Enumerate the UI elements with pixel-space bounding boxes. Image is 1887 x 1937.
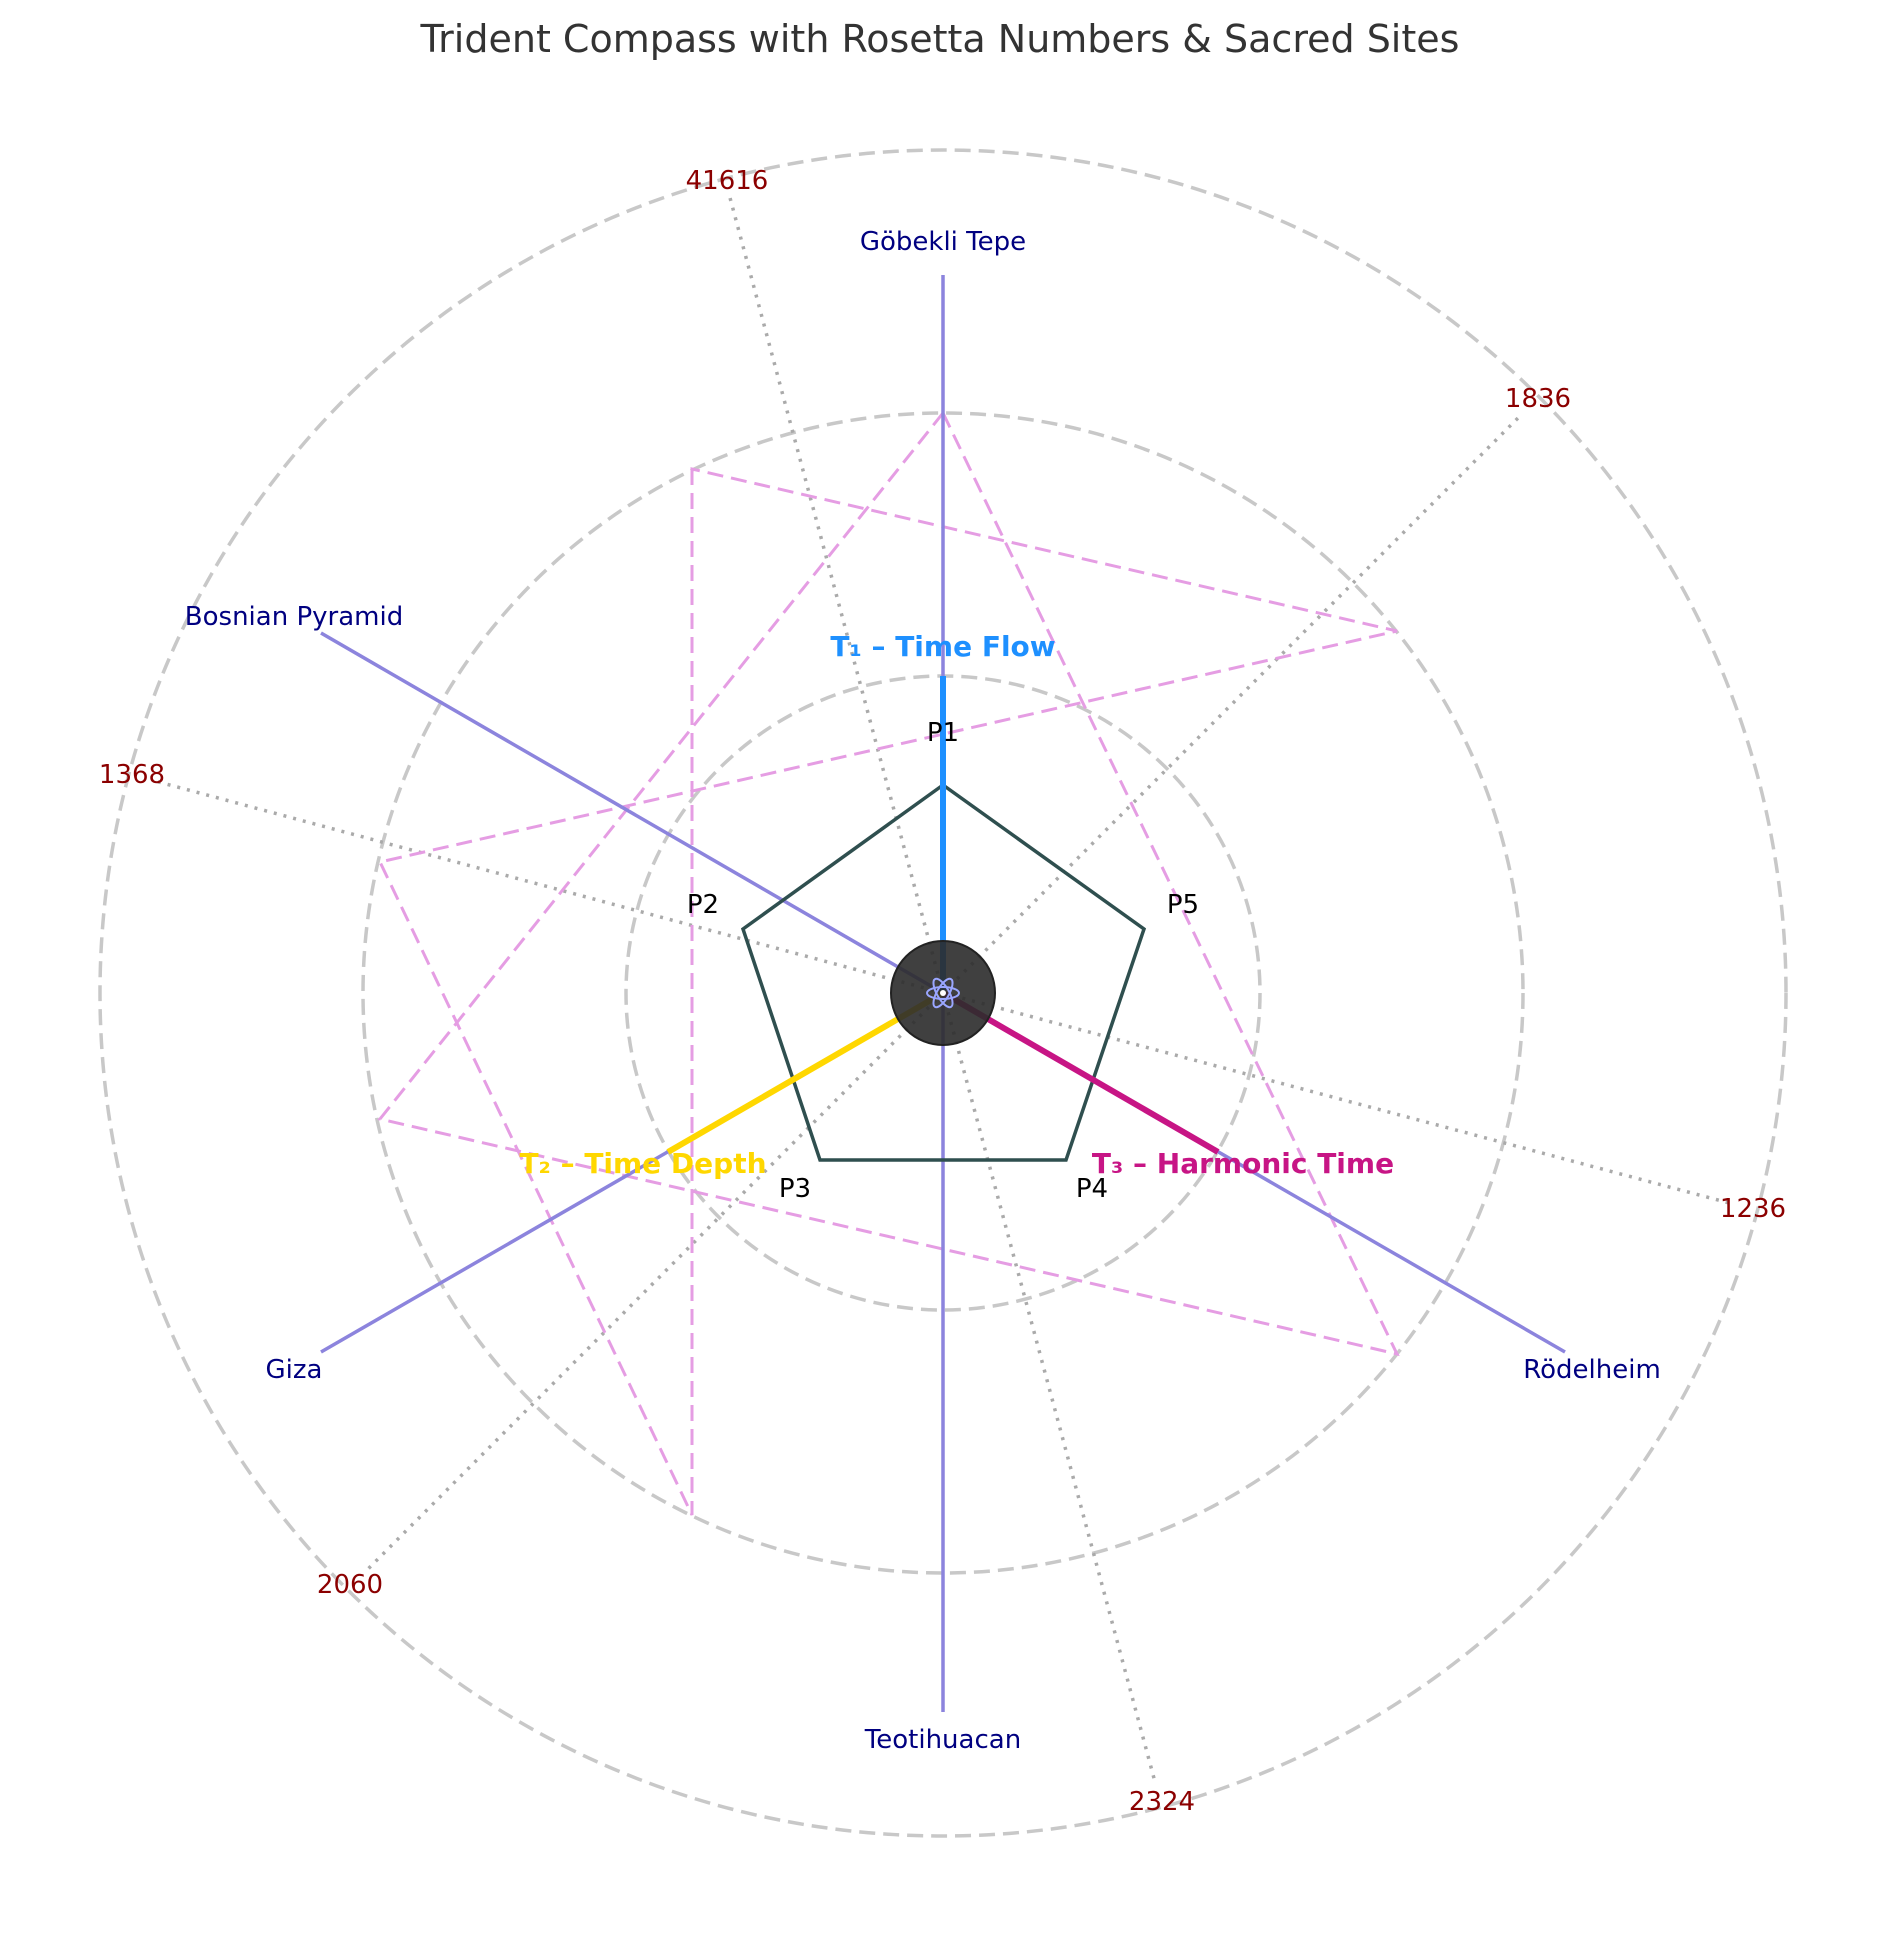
pentagon-label: P3 xyxy=(779,1174,811,1204)
ray-1236 xyxy=(942,991,1734,1206)
site-labels: Göbekli Tepe Bosnian Pyramid Giza Teotih… xyxy=(185,227,1661,1755)
site-label: Göbekli Tepe xyxy=(860,227,1026,257)
ray-41616 xyxy=(727,193,945,994)
site-label: Bosnian Pyramid xyxy=(185,602,403,632)
rosetta-number-labels: 41616 1368 2060 2324 1236 1836 xyxy=(99,166,1786,1817)
hexagram-triangle-up xyxy=(377,410,1400,1357)
trident-label-harmonic-time: T₃ – Harmonic Time xyxy=(1092,1147,1394,1180)
site-label: Giza xyxy=(266,1355,323,1385)
hexagram xyxy=(377,410,1400,1516)
rosetta-number-label: 41616 xyxy=(686,166,769,196)
atom-icon xyxy=(926,977,960,1009)
ray-2060 xyxy=(364,991,945,1573)
rosetta-number-label: 1836 xyxy=(1505,384,1571,414)
pentagon-label: P5 xyxy=(1167,890,1199,920)
rosetta-number-label: 1236 xyxy=(1720,1194,1786,1224)
rosetta-number-label: 1368 xyxy=(99,760,165,790)
hexagram-lines-left xyxy=(377,467,1398,1516)
rosetta-number-rays xyxy=(154,193,1734,1783)
trident-labels: T₁ – Time Flow T₂ – Time Depth T₃ – Harm… xyxy=(519,630,1394,1180)
ray-1368 xyxy=(154,779,944,995)
site-label: Rödelheim xyxy=(1523,1355,1661,1385)
rosetta-number-label: 2060 xyxy=(317,1570,383,1600)
outer-ring xyxy=(98,148,1788,1838)
site-ray-bosnian-pyramid xyxy=(320,631,944,995)
trident-label-time-depth: T₂ – Time Depth xyxy=(519,1147,766,1180)
trident-label-time-flow: T₁ – Time Flow xyxy=(830,630,1055,663)
ray-2324 xyxy=(941,992,1157,1783)
pentagon-label: P2 xyxy=(687,890,719,920)
site-label: Teotihuacan xyxy=(864,1725,1021,1755)
pentagon-labels: P1 P2 P3 P4 P5 xyxy=(687,718,1199,1204)
pentagon-label: P4 xyxy=(1076,1174,1108,1204)
center-hub xyxy=(890,940,996,1046)
pentagon xyxy=(740,782,1147,1162)
middle-ring xyxy=(361,411,1525,1575)
pentagon-label: P1 xyxy=(927,718,959,748)
ray-1836 xyxy=(941,413,1523,995)
rosetta-number-label: 2324 xyxy=(1129,1787,1195,1817)
page-title: Trident Compass with Rosetta Numbers & S… xyxy=(420,17,1460,61)
